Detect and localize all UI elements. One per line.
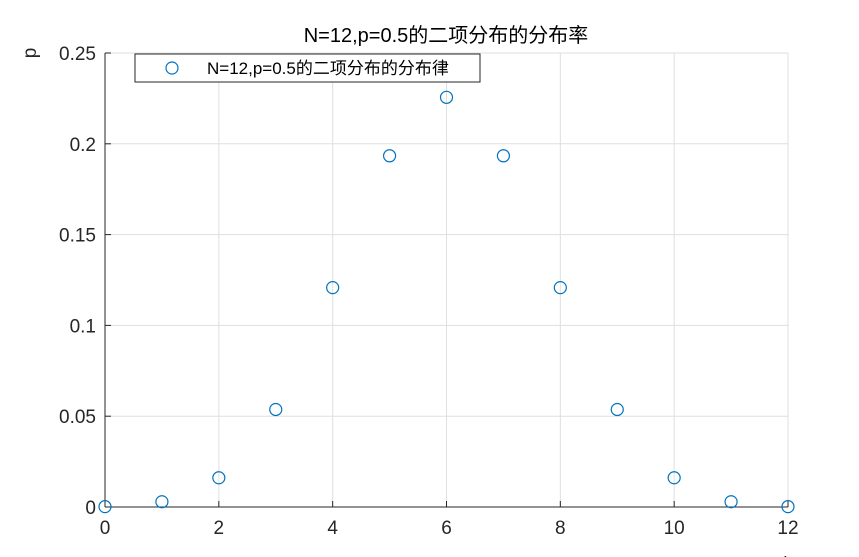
y-tick-label: 0.15 bbox=[59, 226, 96, 247]
data-point bbox=[382, 149, 397, 163]
legend-entry-label: N=12,p=0.5的二项分布的分布律 bbox=[207, 59, 449, 78]
y-axis-label: p bbox=[20, 48, 41, 59]
x-tick-label: 10 bbox=[664, 518, 685, 539]
data-point bbox=[610, 402, 624, 417]
data-point bbox=[667, 471, 681, 485]
data-point bbox=[326, 281, 340, 295]
x-axis-label: k bbox=[783, 554, 793, 557]
data-point bbox=[269, 402, 283, 417]
x-tick-label: 0 bbox=[100, 518, 111, 539]
y-tick-label: 0 bbox=[85, 498, 96, 519]
y-tick-label: 0.25 bbox=[59, 44, 96, 65]
legend: N=12,p=0.5的二项分布的分布律 bbox=[134, 53, 481, 83]
x-tick-label: 8 bbox=[555, 518, 566, 539]
y-tick-label: 0.1 bbox=[70, 316, 96, 337]
y-tick-label: 0.2 bbox=[70, 135, 96, 156]
data-point bbox=[724, 495, 738, 509]
data-points bbox=[98, 90, 795, 514]
x-tick-label: 4 bbox=[327, 518, 338, 539]
axes: 0 2 4 6 8 10 12 0 0.05 0.1 0.15 0.2 0.25 bbox=[59, 44, 799, 539]
chart-title: N=12,p=0.5的二项分布的分布率 bbox=[304, 24, 589, 47]
legend-marker-icon bbox=[165, 61, 179, 75]
x-tick-label: 2 bbox=[214, 518, 225, 539]
data-point bbox=[212, 471, 226, 485]
x-tick-label: 12 bbox=[777, 518, 798, 539]
grid bbox=[104, 52, 789, 508]
data-point bbox=[98, 500, 112, 514]
x-tick-label: 6 bbox=[441, 518, 452, 539]
data-point bbox=[553, 281, 567, 295]
data-point bbox=[439, 90, 454, 104]
data-point bbox=[155, 495, 169, 509]
data-point bbox=[781, 500, 795, 514]
y-tick-label: 0.05 bbox=[59, 407, 96, 428]
data-point bbox=[496, 149, 511, 163]
legend-box bbox=[134, 53, 481, 83]
